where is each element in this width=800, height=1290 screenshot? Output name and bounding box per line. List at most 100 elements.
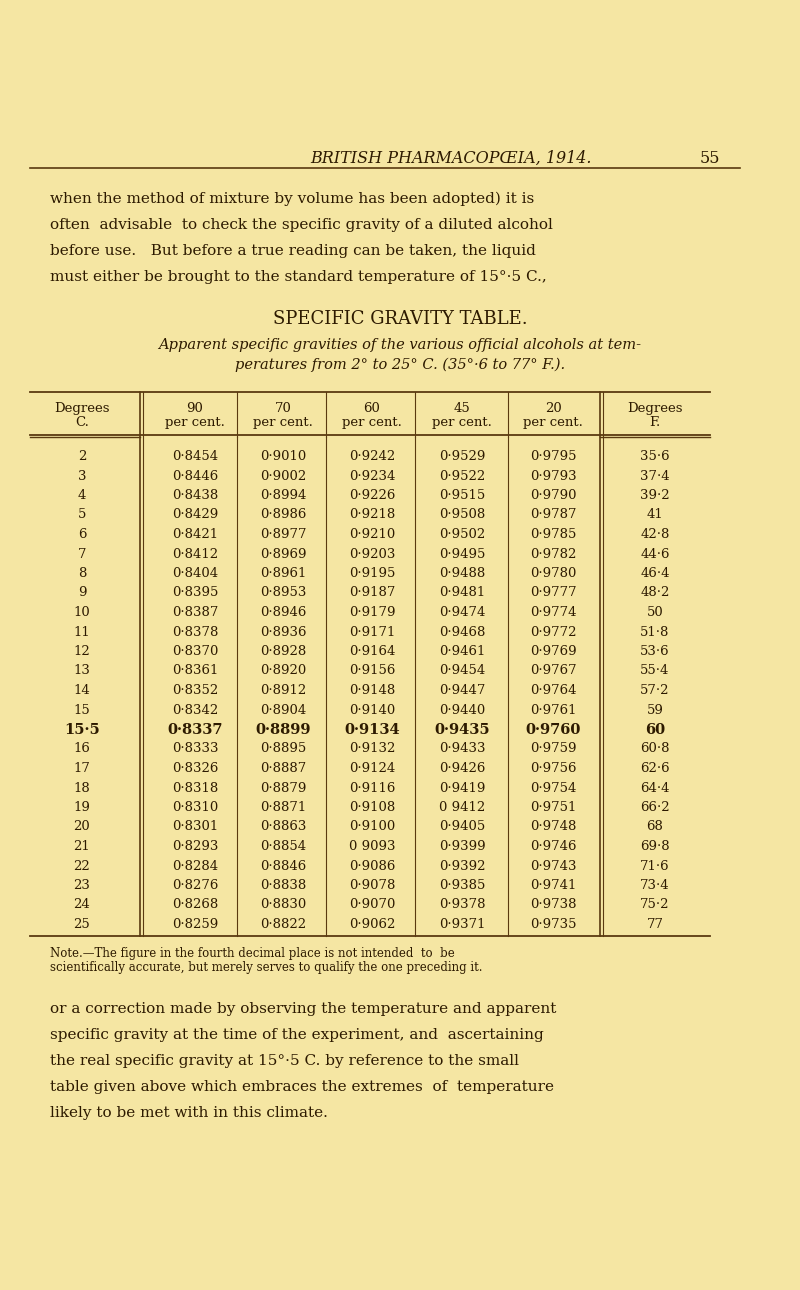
Text: 0·9754: 0·9754: [530, 782, 576, 795]
Text: 0·9508: 0·9508: [439, 508, 485, 521]
Text: 7: 7: [78, 547, 86, 560]
Text: 0·9156: 0·9156: [349, 664, 395, 677]
Text: 0·8446: 0·8446: [172, 470, 218, 482]
Text: 0·9134: 0·9134: [344, 722, 400, 737]
Text: 24: 24: [74, 899, 90, 912]
Text: 0·9756: 0·9756: [530, 762, 576, 775]
Text: 0·8276: 0·8276: [172, 878, 218, 891]
Text: 60: 60: [645, 722, 665, 737]
Text: 0·8830: 0·8830: [260, 899, 306, 912]
Text: 0·9210: 0·9210: [349, 528, 395, 541]
Text: scientifically accurate, but merely serves to qualify the one preceding it.: scientifically accurate, but merely serv…: [50, 961, 482, 974]
Text: 0·8293: 0·8293: [172, 840, 218, 853]
Text: 0·9764: 0·9764: [530, 684, 576, 697]
Text: 0·8370: 0·8370: [172, 645, 218, 658]
Text: 0·9760: 0·9760: [526, 722, 581, 737]
Text: 17: 17: [74, 762, 90, 775]
Text: 35·6: 35·6: [640, 450, 670, 463]
Text: 0·9738: 0·9738: [530, 899, 576, 912]
Text: the real specific gravity at 15°·5 C. by reference to the small: the real specific gravity at 15°·5 C. by…: [50, 1054, 519, 1068]
Text: 0·8920: 0·8920: [260, 664, 306, 677]
Text: 39·2: 39·2: [640, 489, 670, 502]
Text: 73·4: 73·4: [640, 878, 670, 891]
Text: 0·9793: 0·9793: [530, 470, 576, 482]
Text: 53·6: 53·6: [640, 645, 670, 658]
Text: 0·9171: 0·9171: [349, 626, 395, 639]
Text: 0 9412: 0 9412: [439, 801, 485, 814]
Text: table given above which embraces the extremes  of  temperature: table given above which embraces the ext…: [50, 1081, 554, 1094]
Text: 0·8268: 0·8268: [172, 899, 218, 912]
Text: 0·9203: 0·9203: [349, 547, 395, 560]
Text: 0·8361: 0·8361: [172, 664, 218, 677]
Text: 21: 21: [74, 840, 90, 853]
Text: 0·9488: 0·9488: [439, 568, 485, 580]
Text: 0·9461: 0·9461: [439, 645, 485, 658]
Text: 0·9218: 0·9218: [349, 508, 395, 521]
Text: 0·9405: 0·9405: [439, 820, 485, 833]
Text: 0·9735: 0·9735: [530, 918, 576, 931]
Text: per cent.: per cent.: [432, 415, 492, 430]
Text: 0·9371: 0·9371: [438, 918, 486, 931]
Text: or a correction made by observing the temperature and apparent: or a correction made by observing the te…: [50, 1002, 556, 1017]
Text: 0·9132: 0·9132: [349, 743, 395, 756]
Text: 0·9086: 0·9086: [349, 859, 395, 872]
Text: 0·8912: 0·8912: [260, 684, 306, 697]
Text: 22: 22: [74, 859, 90, 872]
Text: 68: 68: [646, 820, 663, 833]
Text: Degrees: Degrees: [627, 402, 682, 415]
Text: 0·8986: 0·8986: [260, 508, 306, 521]
Text: 0·8378: 0·8378: [172, 626, 218, 639]
Text: Degrees: Degrees: [54, 402, 110, 415]
Text: 62·6: 62·6: [640, 762, 670, 775]
Text: 0·9522: 0·9522: [439, 470, 485, 482]
Text: 0·9529: 0·9529: [439, 450, 485, 463]
Text: 75·2: 75·2: [640, 899, 670, 912]
Text: 0·8969: 0·8969: [260, 547, 306, 560]
Text: 46·4: 46·4: [640, 568, 670, 580]
Text: 0·8404: 0·8404: [172, 568, 218, 580]
Text: 0·9468: 0·9468: [439, 626, 485, 639]
Text: per cent.: per cent.: [165, 415, 225, 430]
Text: 55: 55: [700, 150, 721, 166]
Text: 0·8342: 0·8342: [172, 703, 218, 716]
Text: 0·8936: 0·8936: [260, 626, 306, 639]
Text: 0·9124: 0·9124: [349, 762, 395, 775]
Text: SPECIFIC GRAVITY TABLE.: SPECIFIC GRAVITY TABLE.: [273, 310, 527, 328]
Text: per cent.: per cent.: [253, 415, 313, 430]
Text: 12: 12: [74, 645, 90, 658]
Text: 0·9116: 0·9116: [349, 782, 395, 795]
Text: 0·9502: 0·9502: [439, 528, 485, 541]
Text: 0·8871: 0·8871: [260, 801, 306, 814]
Text: 13: 13: [74, 664, 90, 677]
Text: 60: 60: [363, 402, 381, 415]
Text: 0·9148: 0·9148: [349, 684, 395, 697]
Text: 16: 16: [74, 743, 90, 756]
Text: C.: C.: [75, 415, 89, 430]
Text: 0·9787: 0·9787: [530, 508, 576, 521]
Text: 0·9399: 0·9399: [438, 840, 486, 853]
Text: 0·9454: 0·9454: [439, 664, 485, 677]
Text: 5: 5: [78, 508, 86, 521]
Text: 0·8352: 0·8352: [172, 684, 218, 697]
Text: 0 9093: 0 9093: [349, 840, 395, 853]
Text: 0·9774: 0·9774: [530, 606, 576, 619]
Text: 41: 41: [646, 508, 663, 521]
Text: 0·9140: 0·9140: [349, 703, 395, 716]
Text: 0·9010: 0·9010: [260, 450, 306, 463]
Text: 0·9759: 0·9759: [530, 743, 576, 756]
Text: 55·4: 55·4: [640, 664, 670, 677]
Text: 0·8887: 0·8887: [260, 762, 306, 775]
Text: 0·9780: 0·9780: [530, 568, 576, 580]
Text: 0·9440: 0·9440: [439, 703, 485, 716]
Text: 3: 3: [78, 470, 86, 482]
Text: 20: 20: [545, 402, 562, 415]
Text: 0·8879: 0·8879: [260, 782, 306, 795]
Text: 0·8412: 0·8412: [172, 547, 218, 560]
Text: 0·8429: 0·8429: [172, 508, 218, 521]
Text: 0·8259: 0·8259: [172, 918, 218, 931]
Text: 57·2: 57·2: [640, 684, 670, 697]
Text: 0·8977: 0·8977: [260, 528, 306, 541]
Text: Apparent specific gravities of the various official alcohols at tem-: Apparent specific gravities of the vario…: [158, 338, 642, 352]
Text: 0·9226: 0·9226: [349, 489, 395, 502]
Text: Note.—The figure in the fourth decimal place is not intended  to  be: Note.—The figure in the fourth decimal p…: [50, 947, 454, 961]
